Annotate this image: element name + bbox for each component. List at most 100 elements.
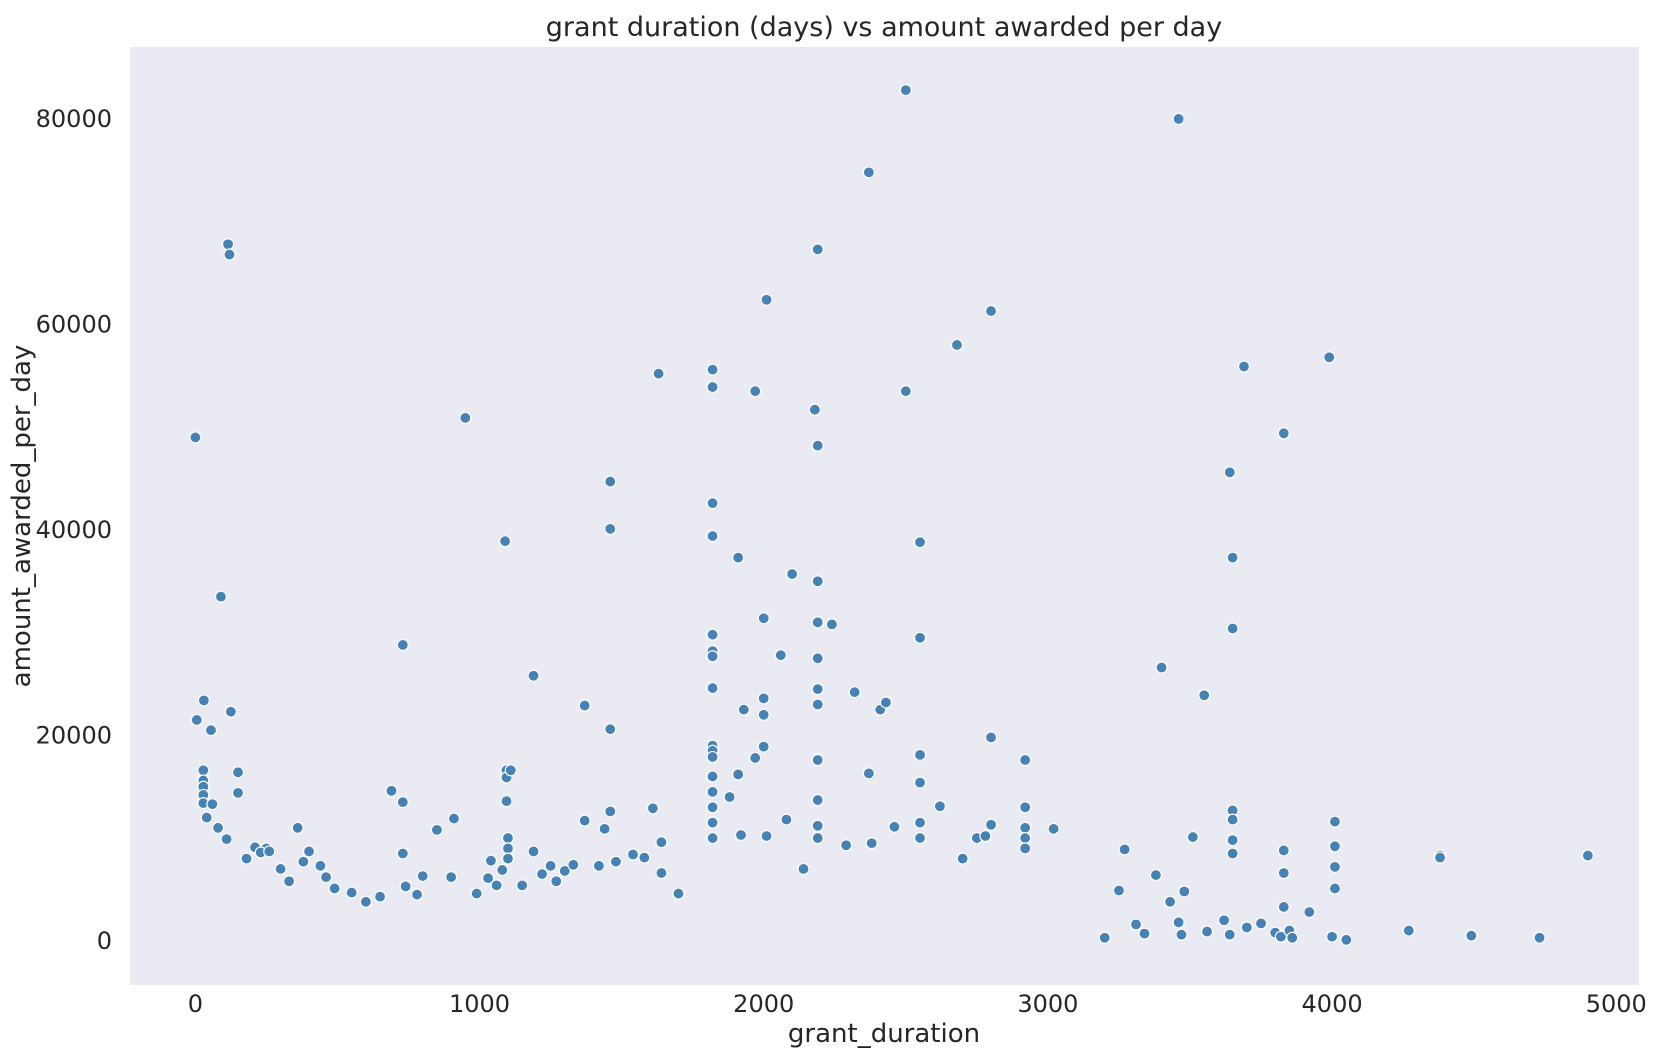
scatter-point xyxy=(1178,885,1191,898)
scatter-point xyxy=(1129,918,1143,931)
x-tick-labels: 0 1000 2000 3000 4000 5000 xyxy=(188,990,1647,1018)
scatter-point xyxy=(732,768,745,781)
scatter-point xyxy=(1200,925,1214,938)
scatter-point xyxy=(757,612,770,625)
scatter-point xyxy=(706,816,719,829)
scatter-point xyxy=(1223,928,1236,941)
scatter-point xyxy=(706,497,719,510)
scatter-point xyxy=(774,649,787,662)
scatter-point xyxy=(240,852,253,865)
scatter-point xyxy=(604,805,617,818)
scatter-point xyxy=(984,731,998,744)
y-tick-label: 80000 xyxy=(36,105,112,133)
scatter-point xyxy=(197,694,210,707)
scatter-point xyxy=(757,708,770,721)
scatter-point xyxy=(757,692,770,705)
scatter-point xyxy=(1155,661,1168,674)
scatter-point xyxy=(609,855,623,868)
scatter-point xyxy=(780,813,793,826)
scatter-point xyxy=(1047,822,1060,835)
scatter-point xyxy=(1019,831,1032,845)
scatter-point xyxy=(672,887,685,900)
scatter-point xyxy=(373,890,387,903)
scatter-point xyxy=(504,764,517,777)
scatter-point xyxy=(862,166,875,179)
scatter-point xyxy=(811,243,824,256)
scatter-point xyxy=(913,831,927,845)
scatter-point xyxy=(888,820,901,833)
scatter-point xyxy=(1098,931,1111,944)
scatter-point xyxy=(283,875,296,888)
scatter-point xyxy=(1240,921,1253,934)
scatter-points xyxy=(189,84,1594,946)
y-tick-label: 60000 xyxy=(36,310,112,338)
scatter-point xyxy=(416,869,429,883)
scatter-point xyxy=(211,821,225,834)
scatter-point xyxy=(385,784,398,797)
scatter-point xyxy=(558,864,571,878)
scatter-point xyxy=(567,858,580,871)
scatter-point xyxy=(811,831,824,845)
scatter-point xyxy=(757,740,770,753)
scatter-point xyxy=(1198,689,1211,702)
scatter-point xyxy=(1226,813,1239,826)
scatter-point xyxy=(345,886,358,899)
scatter-point xyxy=(220,833,233,846)
scatter-point xyxy=(328,882,341,895)
y-tick-labels: 0 20000 40000 60000 80000 xyxy=(36,105,112,955)
x-tick-label: 2000 xyxy=(733,990,794,1018)
scatter-point xyxy=(737,703,750,716)
scatter-point xyxy=(490,879,503,892)
scatter-point xyxy=(1323,351,1336,364)
scatter-point xyxy=(706,380,719,394)
scatter-point xyxy=(527,845,540,858)
scatter-point xyxy=(470,887,483,900)
x-tick-label: 4000 xyxy=(1302,990,1363,1018)
scatter-point xyxy=(760,293,773,306)
scatter-point xyxy=(706,750,719,764)
scatter-point xyxy=(200,811,213,824)
scatter-point xyxy=(1328,860,1342,873)
x-tick-label: 1000 xyxy=(449,990,510,1018)
scatter-point xyxy=(1138,927,1151,940)
scatter-point xyxy=(197,764,210,777)
scatter-point xyxy=(1112,884,1126,897)
scatter-point xyxy=(481,872,495,885)
x-tick-label: 5000 xyxy=(1586,990,1647,1018)
scatter-point xyxy=(1223,466,1236,479)
scatter-point xyxy=(706,770,719,783)
scatter-point xyxy=(231,786,245,799)
scatter-point xyxy=(359,895,372,908)
scatter-point xyxy=(1402,924,1415,937)
scatter-point xyxy=(913,816,927,829)
scatter-point xyxy=(544,859,557,872)
scatter-point xyxy=(447,812,461,825)
scatter-point xyxy=(1581,849,1594,862)
scatter-point xyxy=(459,411,472,424)
scatter-point xyxy=(808,403,821,416)
y-tick-label: 0 xyxy=(97,927,112,955)
scatter-point xyxy=(396,847,409,860)
scatter-point xyxy=(811,439,824,452)
scatter-point xyxy=(1149,868,1162,882)
scatter-point xyxy=(913,748,927,761)
scatter-point xyxy=(950,338,964,352)
scatter-point xyxy=(913,631,927,644)
chart-title: grant duration (days) vs amount awarded … xyxy=(546,12,1222,43)
scatter-point xyxy=(1175,928,1188,941)
scatter-point xyxy=(786,567,799,581)
x-tick-label: 0 xyxy=(188,990,203,1018)
scatter-point xyxy=(410,888,424,901)
scatter-point xyxy=(319,871,333,884)
scatter-point xyxy=(706,801,719,814)
scatter-point xyxy=(933,800,947,813)
scatter-point xyxy=(204,724,218,737)
scatter-point xyxy=(811,819,824,832)
scatter-point xyxy=(535,867,549,881)
scatter-point xyxy=(706,831,719,845)
scatter-point xyxy=(1172,112,1185,126)
scatter-point xyxy=(297,855,310,868)
scatter-point xyxy=(811,575,824,588)
y-axis-label: amount_awarded_per_day xyxy=(7,345,37,688)
scatter-point xyxy=(956,852,969,865)
